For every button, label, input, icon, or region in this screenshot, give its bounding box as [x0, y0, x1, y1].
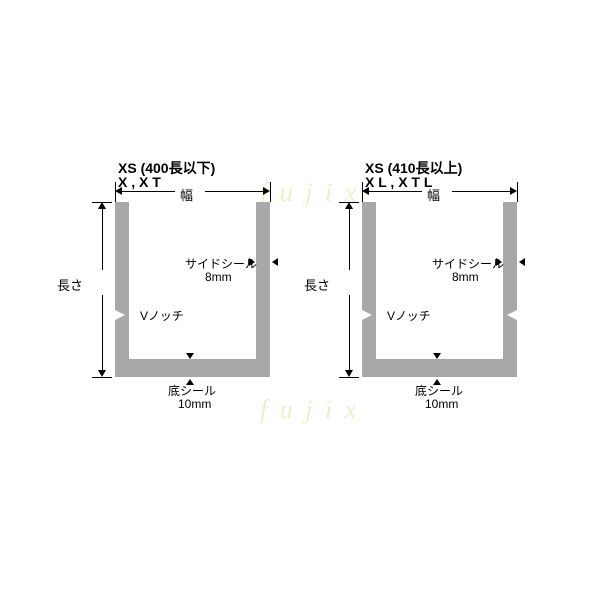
diagram-canvas: f u j i x f u j i x XS (400長以下) X , X T … — [0, 0, 600, 600]
tick — [339, 202, 359, 203]
right-bag-inner — [376, 202, 503, 359]
arrow-up-icon — [345, 202, 353, 209]
tick — [115, 182, 116, 202]
arrow-right-icon — [249, 258, 255, 266]
right-notch-label: Vノッチ — [387, 307, 431, 324]
arrow-right-icon — [263, 187, 270, 195]
left-sideseal-value: 8mm — [205, 270, 232, 284]
dim-line — [102, 295, 103, 370]
tick — [92, 377, 112, 378]
arrow-left-icon — [115, 187, 122, 195]
v-notch-icon — [507, 310, 517, 320]
right-length-label: 長さ — [304, 275, 330, 294]
dim-line — [452, 191, 510, 192]
arrow-up-icon — [98, 202, 106, 209]
tick — [92, 202, 112, 203]
tick — [362, 182, 363, 202]
dim-line — [349, 295, 350, 370]
arrow-left-icon — [272, 258, 278, 266]
arrow-down-icon — [186, 353, 194, 359]
tick — [270, 182, 271, 202]
dim-line — [102, 208, 103, 270]
left-bag-inner — [129, 202, 256, 359]
dim-line — [367, 191, 422, 192]
arrow-right-icon — [496, 258, 502, 266]
arrow-down-icon — [433, 353, 441, 359]
v-notch-icon — [115, 310, 125, 320]
arrow-left-icon — [519, 258, 525, 266]
right-title-2: X L , X T L — [365, 174, 432, 190]
left-notch-label: Vノッチ — [140, 307, 184, 324]
v-notch-icon — [362, 310, 372, 320]
arrow-right-icon — [510, 187, 517, 195]
tick — [517, 182, 518, 202]
left-bottomseal-value: 10mm — [178, 397, 211, 411]
arrow-down-icon — [98, 370, 106, 377]
arrow-down-icon — [345, 370, 353, 377]
left-length-label: 長さ — [57, 275, 83, 294]
dim-line — [120, 191, 175, 192]
left-title-2: X , X T — [118, 174, 161, 190]
watermark-2: f u j i x — [260, 395, 359, 425]
right-sideseal-value: 8mm — [452, 270, 479, 284]
tick — [339, 377, 359, 378]
dim-line — [205, 191, 263, 192]
arrow-left-icon — [362, 187, 369, 195]
dim-line — [349, 208, 350, 270]
right-bottomseal-value: 10mm — [425, 397, 458, 411]
